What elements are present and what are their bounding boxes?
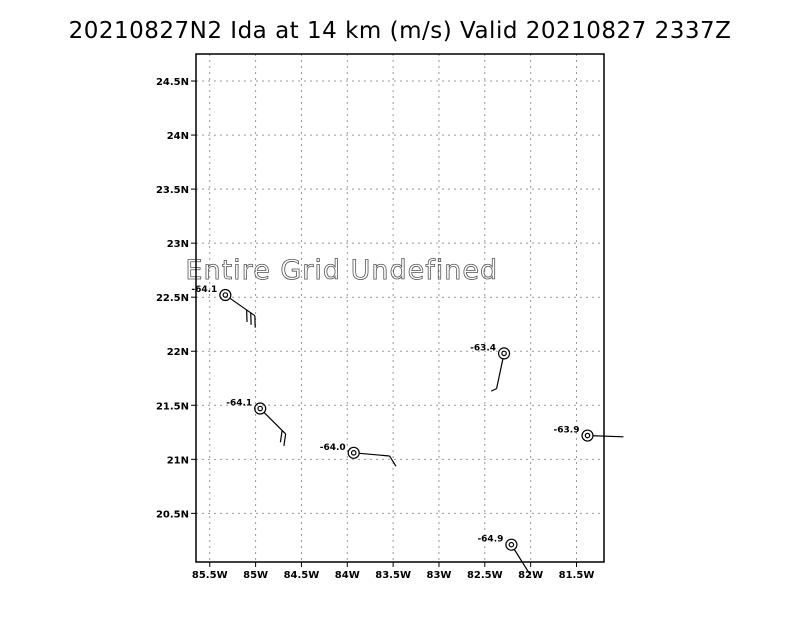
observation-value-label: -64.1 [191, 285, 217, 295]
station-inner-circle [257, 405, 263, 412]
wind-barb-staff [495, 358, 504, 389]
x-tick-label: 81.5W [559, 570, 595, 581]
x-tick-label: 84.5W [284, 570, 320, 581]
observation-value-label: -64.1 [226, 399, 252, 409]
observation-point: -64.0 [320, 443, 397, 467]
observation-value-label: -63.9 [554, 426, 580, 436]
y-tick-label: 20.5N [156, 509, 189, 520]
grid-lines [196, 54, 604, 562]
observation-value-label: -64.0 [320, 443, 346, 453]
y-tick-label: 24.5N [156, 77, 189, 88]
station-inner-circle [584, 432, 591, 439]
observation-points: -64.1 -64.1 -64.0 -63.4 -63.9 -64.9 [191, 285, 624, 576]
station-outer-circle [219, 288, 232, 302]
station-outer-circle [497, 347, 511, 360]
station-inner-circle [501, 350, 507, 357]
station-outer-circle [505, 538, 518, 551]
y-tick-label: 23N [167, 239, 189, 250]
station-inner-circle [350, 450, 357, 456]
station-outer-circle [581, 429, 594, 442]
undefined-annotation-group: Entire Grid Undefined [185, 254, 498, 286]
station-inner-circle [222, 292, 229, 298]
y-tick-label: 22.5N [156, 293, 189, 304]
observation-point: -63.4 [470, 343, 511, 392]
station-inner-circle [508, 541, 515, 548]
y-tick-label: 24N [167, 131, 189, 142]
wind-barb-feather [389, 455, 397, 467]
wind-barb-feather [283, 433, 287, 446]
x-tick-label: 82W [518, 570, 543, 581]
chart-title: 20210827N2 Ida at 14 km (m/s) Valid 2021… [68, 18, 732, 44]
station-outer-circle [347, 446, 360, 459]
plot-frame [195, 53, 605, 563]
observation-value-label: -64.9 [477, 535, 503, 545]
y-tick-label: 22N [167, 347, 189, 358]
y-tick-label: 21N [167, 455, 189, 466]
x-tick-label: 83W [426, 570, 451, 581]
undefined-annotation: Entire Grid Undefined [185, 255, 498, 286]
observation-value-label: -63.4 [470, 343, 496, 353]
x-tick-label: 85W [243, 570, 268, 581]
y-tick-label: 21.5N [156, 401, 189, 412]
y-tick-label: 23.5N [156, 185, 189, 196]
wind-barb-feather [279, 430, 283, 443]
x-axis: 85.5W 85W 84.5W 84W 83.5W 83W 82.5W 82W 81.5W [192, 562, 594, 581]
y-axis: 20.5N 21N 21.5N 22N 22.5N 23N 23.5N 24N 24.5N [156, 77, 196, 520]
wind-barb-feather [490, 388, 497, 392]
x-tick-label: 82.5W [467, 570, 503, 581]
observation-point: -64.1 [226, 399, 287, 446]
wind-barb-staff [592, 435, 624, 438]
x-tick-label: 84W [335, 570, 360, 581]
observation-point: -64.1 [191, 285, 256, 328]
x-tick-label: 85.5W [192, 570, 228, 581]
x-tick-label: 83.5W [375, 570, 411, 581]
wind-barb-staff [263, 411, 287, 435]
observation-point: -63.9 [554, 426, 624, 442]
wind-barb-staff [359, 452, 390, 457]
station-outer-circle [254, 402, 267, 415]
wind-barb-staff [229, 297, 256, 317]
